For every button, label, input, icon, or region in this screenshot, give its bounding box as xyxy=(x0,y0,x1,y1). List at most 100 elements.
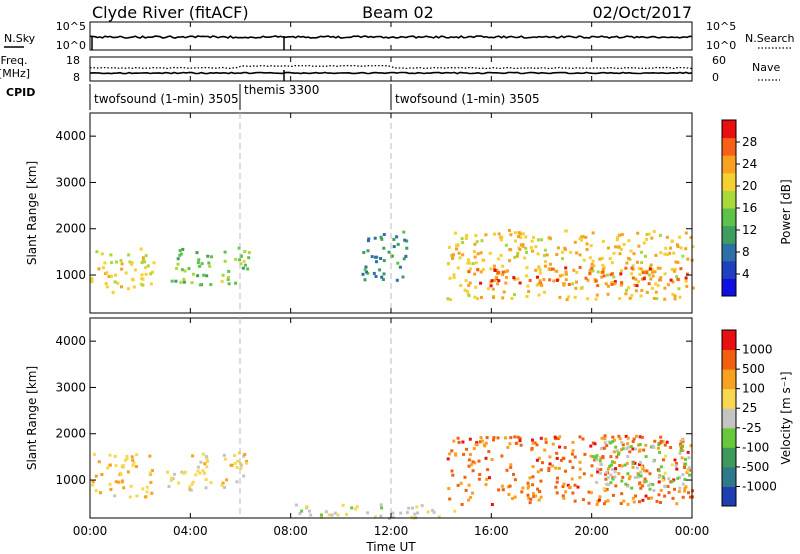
data-cell xyxy=(643,469,646,473)
data-cell xyxy=(149,480,153,484)
data-cell xyxy=(170,279,174,283)
data-cell xyxy=(506,445,510,449)
y-tick-label: 3000 xyxy=(55,175,86,189)
data-cell xyxy=(658,266,662,270)
data-cell xyxy=(97,460,101,464)
data-cell xyxy=(246,267,250,271)
data-cell xyxy=(244,263,247,267)
data-cell xyxy=(205,274,209,278)
data-cell xyxy=(233,461,237,465)
data-cell xyxy=(531,475,535,479)
data-cell xyxy=(638,448,642,452)
data-cell xyxy=(615,238,619,242)
data-cell xyxy=(526,486,530,490)
data-cell xyxy=(628,296,632,300)
data-cell xyxy=(679,440,683,444)
data-cell xyxy=(634,277,638,281)
data-cell xyxy=(135,494,139,498)
data-cell xyxy=(405,511,409,514)
y-tick-label: 1000 xyxy=(55,473,86,487)
data-cell xyxy=(221,273,225,277)
data-cell xyxy=(182,280,186,284)
data-cell xyxy=(623,463,627,467)
data-cell xyxy=(131,464,135,468)
data-cell xyxy=(305,505,309,509)
data-cell xyxy=(531,249,534,253)
data-cell xyxy=(597,498,601,502)
data-cell xyxy=(233,454,237,457)
data-cell xyxy=(456,266,460,270)
data-cell xyxy=(552,279,556,283)
data-cell xyxy=(100,252,104,256)
data-cell xyxy=(113,454,117,458)
data-cell xyxy=(448,452,452,456)
data-cell xyxy=(469,463,473,467)
data-cell xyxy=(559,458,563,462)
data-cell xyxy=(656,446,660,450)
data-cell xyxy=(130,261,134,265)
data-cell xyxy=(512,472,515,476)
data-cell xyxy=(680,438,684,442)
data-cell xyxy=(537,282,541,286)
data-cell xyxy=(673,487,676,491)
data-cell xyxy=(471,460,475,464)
data-cell xyxy=(525,295,529,298)
data-cell xyxy=(548,278,552,282)
data-cell xyxy=(561,456,565,460)
data-cell xyxy=(661,479,665,482)
data-cell xyxy=(382,259,386,263)
data-cell xyxy=(558,295,562,299)
data-cell xyxy=(181,247,185,251)
data-cell xyxy=(544,437,548,441)
data-cell xyxy=(513,478,517,482)
data-cell xyxy=(364,265,368,269)
data-cell xyxy=(651,444,655,448)
data-cell xyxy=(625,288,628,292)
data-cell xyxy=(573,295,577,299)
data-cell xyxy=(242,474,246,478)
data-cell xyxy=(148,471,152,475)
x-tick-label: 08:00 xyxy=(273,524,308,538)
data-cell xyxy=(599,456,603,460)
data-cell xyxy=(204,486,208,490)
data-cell xyxy=(536,470,540,474)
data-cell xyxy=(613,280,617,284)
data-cell xyxy=(686,469,690,473)
data-cell xyxy=(676,476,680,480)
data-cell xyxy=(525,274,529,278)
data-cell xyxy=(202,471,206,475)
data-cell xyxy=(659,278,663,282)
data-cell xyxy=(379,257,383,260)
data-cell xyxy=(561,273,565,277)
data-cell xyxy=(380,275,384,279)
x-tick-label: 16:00 xyxy=(474,524,509,538)
data-cell xyxy=(495,268,499,272)
data-cell xyxy=(513,277,517,281)
data-cell xyxy=(620,233,624,237)
data-cell xyxy=(648,487,652,491)
data-cell xyxy=(641,467,645,471)
data-cell xyxy=(595,293,599,297)
colorbar-segment xyxy=(722,155,736,174)
data-cell xyxy=(626,502,630,506)
data-cell xyxy=(488,476,491,480)
data-cell xyxy=(298,512,302,516)
data-cell xyxy=(615,449,619,453)
noise-tick-right-top: 10^5 xyxy=(706,20,736,33)
data-cell xyxy=(243,250,247,253)
data-cell xyxy=(555,451,559,455)
data-cell xyxy=(488,251,492,255)
data-cell xyxy=(132,461,136,465)
data-cell xyxy=(237,451,241,455)
data-cell xyxy=(493,269,497,272)
data-cell xyxy=(540,284,544,288)
data-cell xyxy=(449,298,452,301)
data-cell xyxy=(669,278,673,282)
data-cell xyxy=(497,232,501,236)
data-cell xyxy=(467,458,471,462)
data-cell xyxy=(686,257,690,261)
data-cell xyxy=(604,500,608,503)
beam-title: Beam 02 xyxy=(362,3,434,22)
data-cell xyxy=(366,249,370,253)
data-cell xyxy=(141,258,145,262)
